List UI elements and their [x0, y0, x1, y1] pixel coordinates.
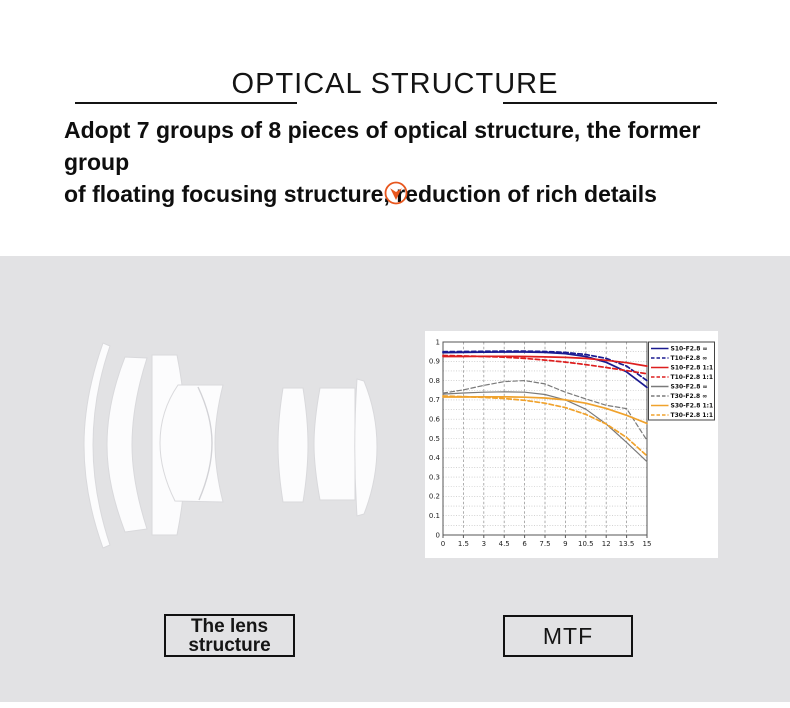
lens-element-6: [277, 387, 309, 503]
svg-text:12: 12: [602, 540, 611, 548]
mtf-chart: 1 0.9 0.8 0.7 0.6 0.5 0.4 0.3 0.2 0.1 00 1.5 3 4.5 6 7.…: [429, 338, 715, 548]
svg-text:T30-F2.8 ∞: T30-F2.8 ∞: [671, 393, 708, 400]
lens-element-7: [313, 387, 356, 501]
subtitle-line-1: Adopt 7 groups of 8 pieces of optical st…: [64, 117, 701, 175]
svg-text:1.5: 1.5: [458, 540, 469, 548]
mtf-label-text: MTF: [542, 622, 594, 649]
svg-text:0.1: 0.1: [429, 512, 440, 520]
svg-text:S10-F2.8 ∞: S10-F2.8 ∞: [671, 346, 708, 353]
svg-text:0: 0: [436, 531, 440, 539]
svg-text:0.5: 0.5: [429, 435, 440, 443]
svg-text:0.2: 0.2: [429, 493, 440, 501]
front-lens-group: [83, 342, 224, 549]
lens-structure-label-box: The lens structure: [164, 614, 295, 657]
lens-element-2: [106, 356, 148, 533]
svg-text:6: 6: [522, 540, 527, 548]
svg-text:10.5: 10.5: [578, 540, 594, 548]
lens-element-8: [354, 378, 378, 517]
subtitle: Adopt 7 groups of 8 pieces of optical st…: [64, 114, 756, 210]
lens-label-line-1: The lens: [190, 615, 269, 637]
title-underline-left: [75, 102, 297, 104]
svg-text:3: 3: [482, 540, 486, 548]
svg-text:0.9: 0.9: [429, 358, 440, 366]
svg-text:4.5: 4.5: [499, 540, 510, 548]
title-underline-right: [503, 102, 717, 104]
svg-text:13.5: 13.5: [619, 540, 635, 548]
svg-text:0.3: 0.3: [429, 473, 440, 481]
svg-text:0.8: 0.8: [429, 377, 440, 385]
svg-text:S30-F2.8 1:1: S30-F2.8 1:1: [671, 403, 714, 410]
svg-text:0.6: 0.6: [429, 416, 441, 424]
svg-text:T10-F2.8 1:1: T10-F2.8 1:1: [671, 374, 714, 381]
lens-element-1: [83, 342, 111, 549]
svg-text:9: 9: [563, 540, 567, 548]
svg-text:0.4: 0.4: [429, 454, 441, 462]
svg-text:7.5: 7.5: [539, 540, 550, 548]
lens-structure-diagram: [83, 342, 378, 549]
mtf-chart-panel: 1 0.9 0.8 0.7 0.6 0.5 0.4 0.3 0.2 0.1 0 0 1.5 3 4.5 6 7.…: [425, 331, 718, 558]
svg-text:T30-F2.8 1:1: T30-F2.8 1:1: [671, 412, 714, 419]
svg-text:0: 0: [441, 540, 445, 548]
doublet-cement-line: [197, 386, 213, 501]
lens-element-4-5-doublet: [159, 384, 224, 503]
lens-label-line-2: structure: [188, 634, 271, 656]
svg-text:1: 1: [436, 338, 440, 346]
svg-text:S10-F2.8 1:1: S10-F2.8 1:1: [671, 365, 714, 372]
svg-text:S30-F2.8 ∞: S30-F2.8 ∞: [671, 384, 708, 391]
svg-text:15: 15: [643, 540, 652, 548]
chevron-down-circle-icon: [384, 181, 408, 205]
mtf-label-box: MTF: [503, 615, 633, 657]
rear-lens-group: [277, 378, 378, 517]
svg-text:T10-F2.8 ∞: T10-F2.8 ∞: [671, 355, 708, 362]
svg-text:0.7: 0.7: [429, 396, 440, 404]
subtitle-line-2: of floating focusing structure, reductio…: [64, 181, 657, 207]
page-title: OPTICAL STRUCTURE: [231, 68, 559, 100]
